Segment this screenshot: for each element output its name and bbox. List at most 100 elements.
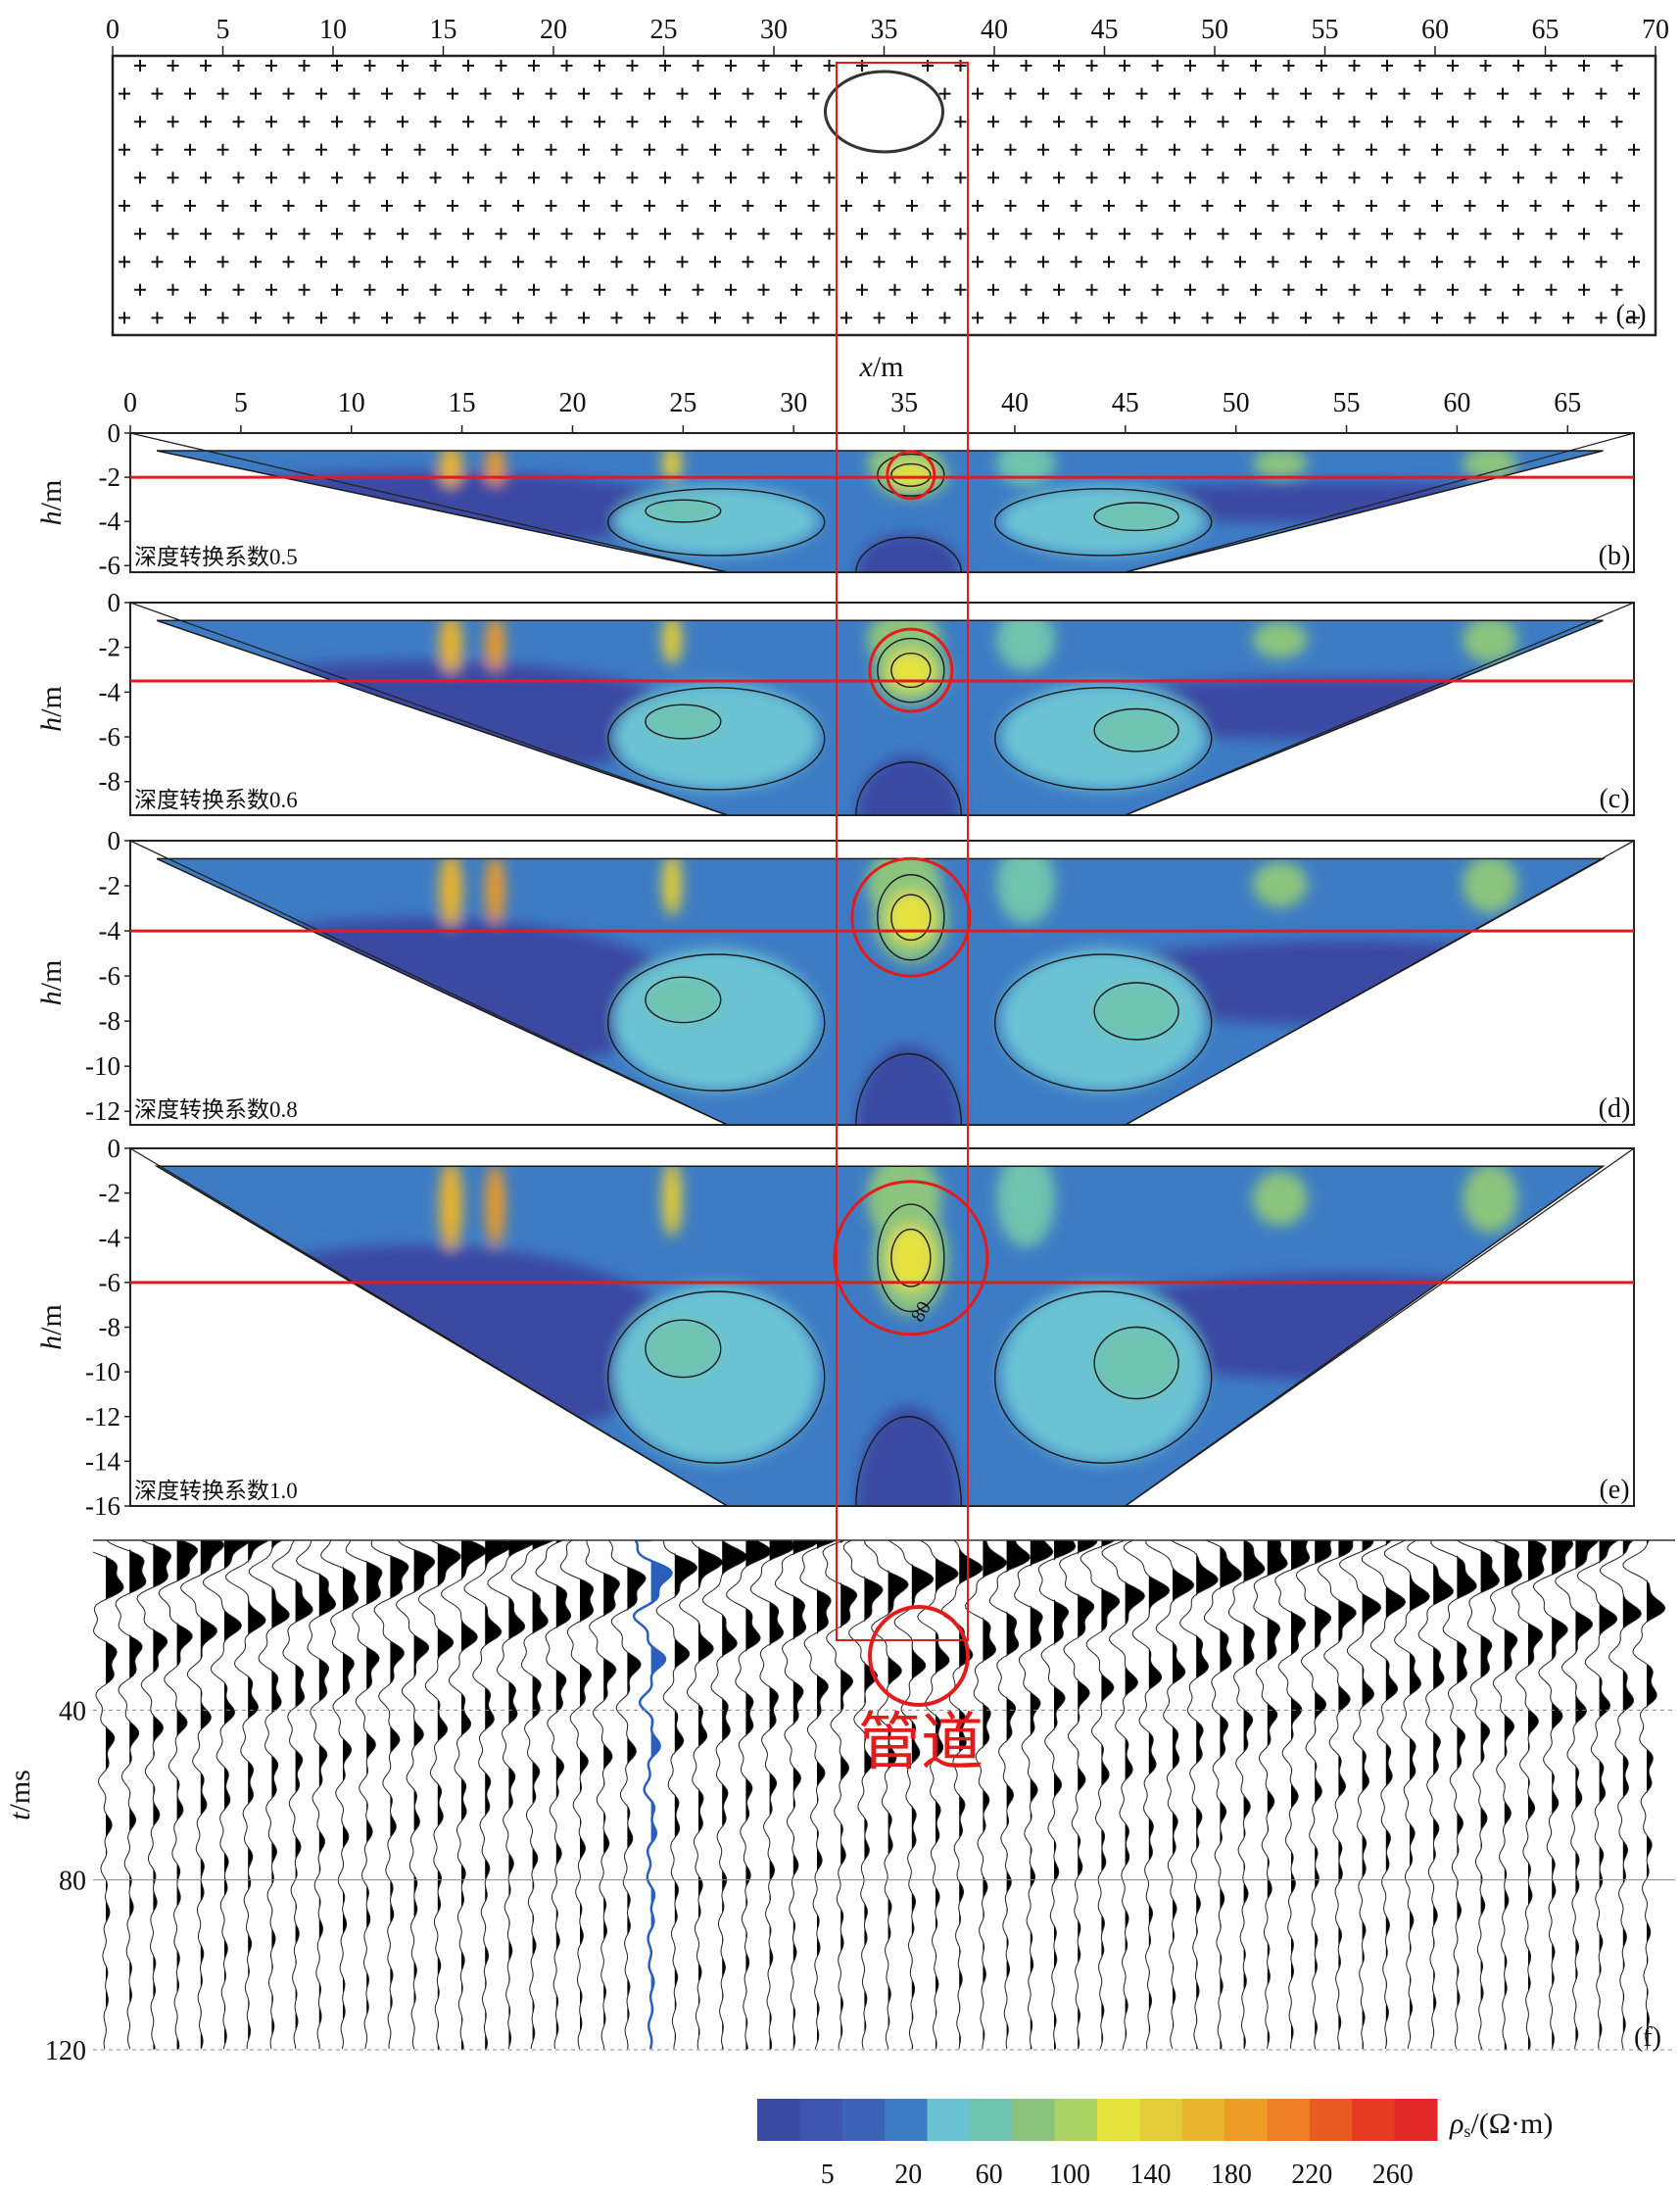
plus-symbol <box>1610 283 1623 296</box>
plus-symbol <box>725 116 737 128</box>
seismic-trace <box>1203 1540 1242 2050</box>
plus-symbol <box>1381 60 1393 72</box>
plus-symbol <box>1053 227 1065 240</box>
trace-fill <box>722 1540 747 2050</box>
plus-symbol <box>119 143 130 156</box>
survey-edge <box>129 840 728 1126</box>
plus-symbol <box>1610 227 1623 240</box>
plus-symbol <box>232 171 245 184</box>
plus-symbol <box>873 256 886 268</box>
plus-symbol <box>1217 60 1229 72</box>
plus-symbol <box>578 200 590 212</box>
plus-symbol <box>167 283 179 296</box>
plus-symbol <box>151 200 164 212</box>
plus-symbol <box>1184 227 1196 240</box>
plus-symbol <box>1595 256 1608 268</box>
plus-symbol <box>659 227 671 240</box>
seismic-trace <box>864 1540 909 2050</box>
plus-symbol <box>151 312 164 324</box>
colorbar-swatch <box>1394 2099 1438 2141</box>
plus-symbol <box>906 256 918 268</box>
plus-symbol <box>151 256 164 268</box>
plus-symbol <box>791 227 802 240</box>
plus-symbol <box>331 227 343 240</box>
trace-fill <box>271 1540 290 2050</box>
y-axis-label: h/m <box>35 480 68 526</box>
depth-factor-annotation: 深度转换系数0.6 <box>134 788 298 812</box>
seismic-trace <box>1037 1540 1077 2050</box>
plus-symbol <box>265 60 277 72</box>
plus-symbol <box>938 312 951 324</box>
plus-symbol <box>1529 87 1542 100</box>
plus-symbol <box>1578 60 1590 72</box>
trace-fill <box>840 1540 857 2050</box>
plus-symbol <box>560 116 573 128</box>
plus-symbol <box>1348 116 1361 128</box>
plus-symbol <box>1431 143 1443 156</box>
plus-symbol <box>1479 171 1492 184</box>
plus-symbol <box>560 171 573 184</box>
plus-symbol <box>512 256 524 268</box>
trace-fill <box>1457 1540 1476 2050</box>
section-outline <box>156 619 1604 816</box>
plus-symbol <box>216 256 229 268</box>
plus-symbol <box>775 312 787 324</box>
plus-symbol <box>1201 312 1214 324</box>
plus-symbol <box>1316 283 1327 296</box>
seismic-trace <box>822 1540 858 2049</box>
plus-symbol <box>397 171 408 184</box>
plus-symbol <box>315 312 327 324</box>
plus-symbol <box>528 283 540 296</box>
seismic-trace <box>1014 1540 1054 2050</box>
anomaly-core <box>887 651 935 690</box>
plus-symbol <box>1119 116 1130 128</box>
trace-fill <box>864 1540 884 2050</box>
high-zone <box>1463 1166 1518 1234</box>
seismic-trace <box>917 1540 959 2050</box>
colorbar-swatch <box>927 2099 971 2141</box>
seismic-trace <box>585 1540 621 2050</box>
plus-symbol <box>922 227 934 240</box>
plus-symbol <box>1414 283 1426 296</box>
contour-line <box>877 1203 945 1313</box>
plus-symbol <box>1366 200 1377 212</box>
plus-symbol <box>315 143 327 156</box>
seismic-trace <box>1317 1540 1357 2050</box>
plus-symbol <box>807 256 820 268</box>
high-zone <box>439 858 463 927</box>
plus-symbol <box>151 143 164 156</box>
y-tick-label: 80 <box>59 1867 86 1897</box>
seismic-trace <box>774 1540 820 2050</box>
seismic-trace <box>319 1540 360 2050</box>
y-tick-label: -14 <box>85 1446 120 1476</box>
plus-symbol <box>1398 312 1411 324</box>
colorbar-swatch <box>1054 2099 1098 2141</box>
plus-symbol <box>282 87 295 100</box>
colorbar-swatch <box>885 2099 928 2141</box>
plus-symbol <box>1300 87 1312 100</box>
pipe-ellipse <box>824 70 944 154</box>
contour-line <box>855 1052 963 1125</box>
plus-symbol <box>594 171 605 184</box>
plus-symbol <box>1070 312 1082 324</box>
survey-edge <box>129 602 728 816</box>
plus-symbol <box>1414 227 1426 240</box>
seismic-trace <box>1430 1540 1477 2050</box>
trace-fill <box>580 1540 594 2050</box>
plus-symbol <box>250 200 262 212</box>
mid-zone <box>613 948 819 1092</box>
y-tick-label: 40 <box>59 1696 86 1726</box>
colorbar-tick-label: 100 <box>1049 2160 1090 2185</box>
plus-symbol <box>1267 200 1279 212</box>
plus-symbol <box>1512 116 1524 128</box>
plus-symbol <box>1250 283 1262 296</box>
seismic-trace <box>1532 1540 1574 2050</box>
plus-symbol <box>1479 116 1492 128</box>
plus-symbol <box>250 143 262 156</box>
high-zone <box>439 620 463 673</box>
plus-symbol <box>1398 256 1411 268</box>
plus-symbol <box>462 283 474 296</box>
plus-symbol <box>167 227 179 240</box>
y-tick-label: 0 <box>108 1134 121 1163</box>
